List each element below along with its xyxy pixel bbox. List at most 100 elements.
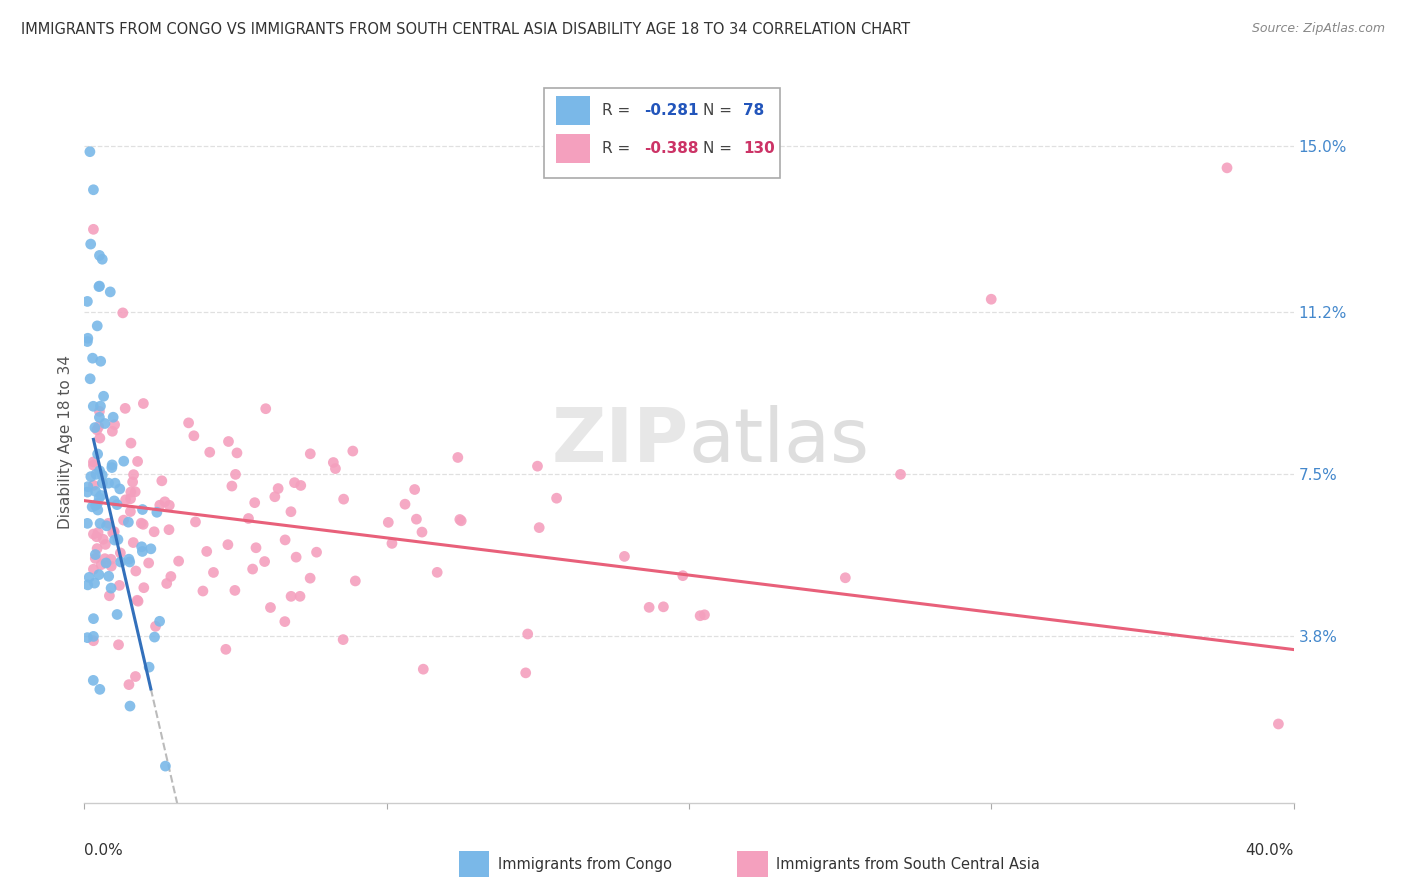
Point [87, 279, 110, 293]
Point [76, 631, 98, 645]
Text: 78: 78 [744, 103, 765, 118]
Point [127, 593, 149, 607]
Point [191, 584, 214, 599]
Point [93, 389, 115, 403]
Point [253, 555, 276, 569]
Point [526, 459, 548, 474]
Point [76, 334, 98, 349]
Point [283, 475, 305, 490]
Point [332, 492, 354, 507]
Point [89, 279, 111, 293]
Point [82, 500, 104, 514]
Point [177, 416, 200, 430]
Text: -0.281: -0.281 [644, 103, 699, 118]
Point [121, 475, 143, 489]
Point [89, 682, 111, 697]
Point [449, 512, 471, 526]
Point [90, 354, 112, 368]
Point [149, 498, 172, 512]
Text: atlas: atlas [689, 405, 870, 478]
Point [103, 524, 125, 539]
Point [243, 496, 266, 510]
Point [183, 429, 205, 443]
Point [274, 533, 297, 547]
Point [89, 410, 111, 425]
Point [155, 759, 177, 773]
Point [980, 292, 1002, 306]
Point [118, 552, 141, 566]
Point [127, 594, 149, 608]
Point [101, 458, 124, 472]
Point [198, 445, 221, 459]
Point [242, 562, 264, 576]
Point [112, 454, 135, 468]
Point [245, 541, 267, 555]
Point [342, 444, 364, 458]
Y-axis label: Disability Age 18 to 34: Disability Age 18 to 34 [58, 354, 73, 529]
Point [290, 478, 312, 492]
Point [238, 511, 260, 525]
Point [103, 417, 125, 432]
Point [120, 504, 142, 518]
Point [84, 467, 107, 482]
Point [82, 222, 104, 236]
Text: R =: R = [602, 142, 636, 156]
Point [79, 145, 101, 159]
Point [105, 607, 128, 622]
Point [87, 567, 110, 582]
Point [254, 401, 277, 416]
Point [322, 456, 344, 470]
Text: Immigrants from Congo: Immigrants from Congo [498, 856, 672, 871]
Point [101, 410, 124, 425]
Point [94, 537, 117, 551]
Point [160, 569, 183, 583]
Point [87, 525, 110, 540]
Point [149, 615, 172, 629]
Point [280, 590, 302, 604]
Point [131, 544, 153, 558]
Point [127, 454, 149, 468]
Point [652, 599, 675, 614]
Point [426, 566, 449, 580]
Point [91, 252, 114, 267]
Bar [737, 851, 768, 877]
Point [120, 485, 142, 500]
Point [280, 505, 302, 519]
Point [259, 600, 281, 615]
Point [76, 331, 98, 345]
Point [107, 533, 129, 547]
Point [305, 545, 328, 559]
Point [100, 559, 122, 574]
Point [447, 450, 470, 465]
Point [91, 476, 114, 491]
Point [325, 461, 347, 475]
Point [101, 460, 124, 475]
Point [82, 478, 104, 492]
Point [226, 446, 249, 460]
Point [111, 306, 134, 320]
Point [153, 495, 176, 509]
Text: R =: R = [602, 103, 636, 118]
Point [100, 552, 122, 566]
Point [689, 608, 711, 623]
Point [124, 484, 146, 499]
Point [89, 248, 111, 262]
Point [613, 549, 636, 564]
Point [131, 502, 153, 516]
Point [516, 627, 538, 641]
Point [76, 294, 98, 309]
Point [94, 556, 117, 570]
Point [98, 285, 121, 299]
Point [82, 399, 104, 413]
Point [82, 633, 104, 648]
Point [215, 642, 238, 657]
Point [381, 536, 404, 550]
Point [97, 476, 120, 491]
Point [83, 576, 105, 591]
Point [97, 516, 120, 531]
Point [129, 516, 152, 531]
Point [86, 318, 108, 333]
Point [84, 551, 107, 566]
Point [405, 512, 427, 526]
Point [138, 660, 160, 674]
